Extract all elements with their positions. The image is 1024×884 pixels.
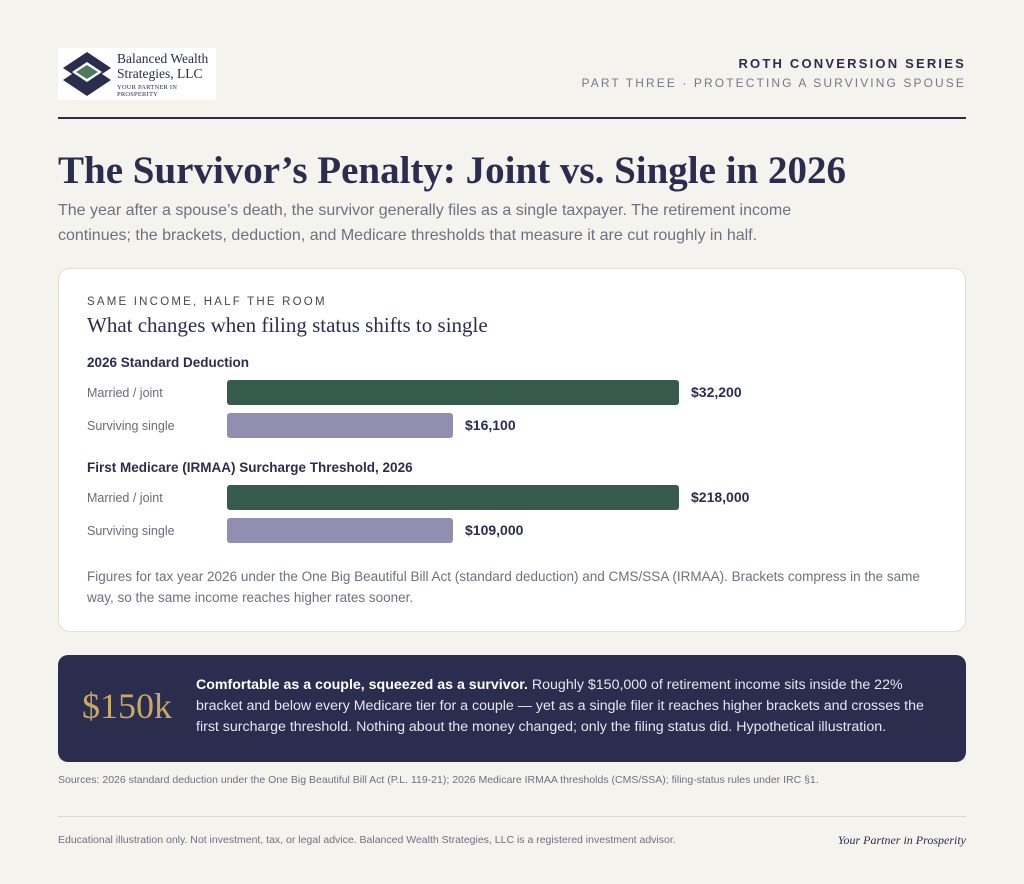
logo-name-line2: Strategies, LLC bbox=[117, 65, 203, 81]
footer-tagline: Your Partner in Prosperity bbox=[837, 833, 966, 847]
intro-paragraph: The year after a spouse’s death, the sur… bbox=[58, 202, 792, 244]
bar-label: Surviving single bbox=[87, 419, 175, 433]
bar-label: Surviving single bbox=[87, 524, 175, 538]
callout-box: $150k Comfortable as a couple, squeezed … bbox=[58, 655, 966, 762]
footer-disclaimer: Educational illustration only. Not inves… bbox=[58, 834, 676, 846]
bar-label: Married / joint bbox=[87, 491, 163, 505]
header: Balanced Wealth Strategies, LLC YOUR PAR… bbox=[58, 46, 966, 102]
series-title: ROTH CONVERSION SERIES bbox=[738, 56, 966, 71]
callout-text: Comfortable as a couple, squeezed as a s… bbox=[196, 675, 936, 738]
callout-body: Roughly $150,000 of retirement income si… bbox=[196, 677, 924, 735]
series-subtitle: PART THREE · PROTECTING A SURVIVING SPOU… bbox=[581, 76, 966, 90]
card-title: What changes when filing status shifts t… bbox=[87, 313, 488, 337]
card-note: Figures for tax year 2026 under the One … bbox=[87, 569, 920, 605]
company-logo: Balanced Wealth Strategies, LLC YOUR PAR… bbox=[58, 48, 216, 100]
bar bbox=[227, 413, 453, 438]
bar-value-label: $109,000 bbox=[465, 522, 524, 538]
bar bbox=[227, 485, 679, 510]
sources-note: Sources: 2026 standard deduction under t… bbox=[58, 774, 819, 786]
card-eyebrow: SAME INCOME, HALF THE ROOM bbox=[87, 296, 327, 308]
diamond-logo-icon bbox=[63, 52, 111, 96]
bar-value-label: $16,100 bbox=[465, 417, 516, 433]
chart-group-title: 2026 Standard Deduction bbox=[87, 355, 250, 370]
callout-lead: Comfortable as a couple, squeezed as a s… bbox=[196, 677, 528, 693]
bar bbox=[227, 518, 453, 543]
bar-value-label: $32,200 bbox=[691, 384, 742, 400]
comparison-card: SAME INCOME, HALF THE ROOM What changes … bbox=[58, 268, 966, 632]
bar-label: Married / joint bbox=[87, 386, 163, 400]
bar bbox=[227, 380, 679, 405]
callout-big-number: $150k bbox=[82, 686, 172, 726]
logo-tagline: YOUR PARTNER IN PROSPERITY bbox=[117, 83, 178, 98]
logo-name-line1: Balanced Wealth bbox=[117, 50, 209, 66]
footer-divider bbox=[58, 816, 966, 817]
header-divider bbox=[58, 117, 966, 119]
page-title: The Survivor’s Penalty: Joint vs. Single… bbox=[58, 149, 846, 192]
chart-group-title: First Medicare (IRMAA) Surcharge Thresho… bbox=[87, 460, 413, 475]
bar-value-label: $218,000 bbox=[691, 489, 750, 505]
